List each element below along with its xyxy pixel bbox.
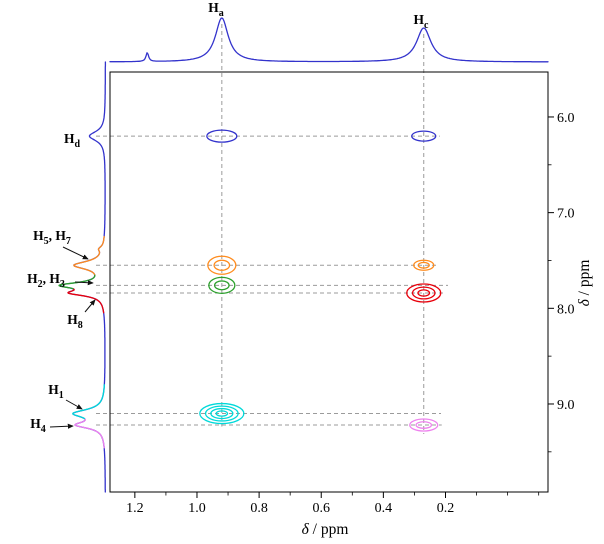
y-axis-title: δ / ppm xyxy=(576,260,593,307)
side-projection-peak-H1 xyxy=(72,384,105,420)
cross-peak-contour-Hc-Hd xyxy=(411,130,437,142)
x-tick-label: 1.2 xyxy=(126,501,144,516)
cross-peak-contour-Ha-Hd xyxy=(206,129,238,143)
peak-label-arrow-H5H7 xyxy=(62,246,89,260)
plot-frame xyxy=(109,71,549,493)
side-projection-peak-H4 xyxy=(74,418,105,449)
cross-peak-contour-Hc-H4 xyxy=(409,418,439,432)
cross-peak-contour-Hc-H8 xyxy=(411,286,436,300)
x-tick-label: 0.4 xyxy=(375,501,393,516)
x-tick-label: 1.0 xyxy=(188,501,206,516)
cross-peak-contour-Ha-H1 xyxy=(199,402,245,425)
cross-peak-contour-Hc-H4 xyxy=(415,421,433,429)
peak-label-arrow-H4 xyxy=(49,423,74,429)
x-tick-label: 0.6 xyxy=(312,501,330,516)
cross-peak-contour-Hc-H5H7 xyxy=(413,259,435,271)
peak-label-arrow-H2H3 xyxy=(74,280,94,286)
x-axis-title: δ / ppm xyxy=(302,521,349,538)
y-tick-label: 9.0 xyxy=(557,398,575,413)
cross-peak-contour-Ha-H1 xyxy=(204,405,239,422)
cross-peak-contour-Hc-H8 xyxy=(417,289,431,297)
y-tick-label: 6.0 xyxy=(557,111,575,126)
x-tick-label: 0.2 xyxy=(437,501,455,516)
x-tick-label: 0.8 xyxy=(250,501,268,516)
peak-label-arrow-H8 xyxy=(84,299,96,313)
cross-peak-contour-Ha-H5H7 xyxy=(213,259,231,271)
y-tick-label: 8.0 xyxy=(557,302,575,317)
side-projection-peak-H5H7 xyxy=(73,235,105,276)
top-projection-trace xyxy=(109,17,549,63)
generated-plot-layer: 1.2 1.0 0.8 0.6 0.4 0.2 6.0 7.0 8.0 9.0 xyxy=(49,17,575,516)
cross-peak-contour-Ha-H2H3 xyxy=(213,280,230,291)
cross-peak-contour-Hc-H5H7 xyxy=(417,261,430,269)
cross-peak-contour-Ha-H1 xyxy=(215,410,229,417)
cross-peak-contour-Hc-H8 xyxy=(406,283,442,303)
cross-peak-contour-Ha-H2H3 xyxy=(208,276,236,294)
cross-peak-contour-Ha-H1 xyxy=(210,407,234,420)
side-projection-peak-H8 xyxy=(67,288,105,314)
y-tick-label: 7.0 xyxy=(557,207,575,222)
peak-label-arrow-H1 xyxy=(65,399,83,410)
cross-peak-contour-Ha-H5H7 xyxy=(207,255,237,275)
